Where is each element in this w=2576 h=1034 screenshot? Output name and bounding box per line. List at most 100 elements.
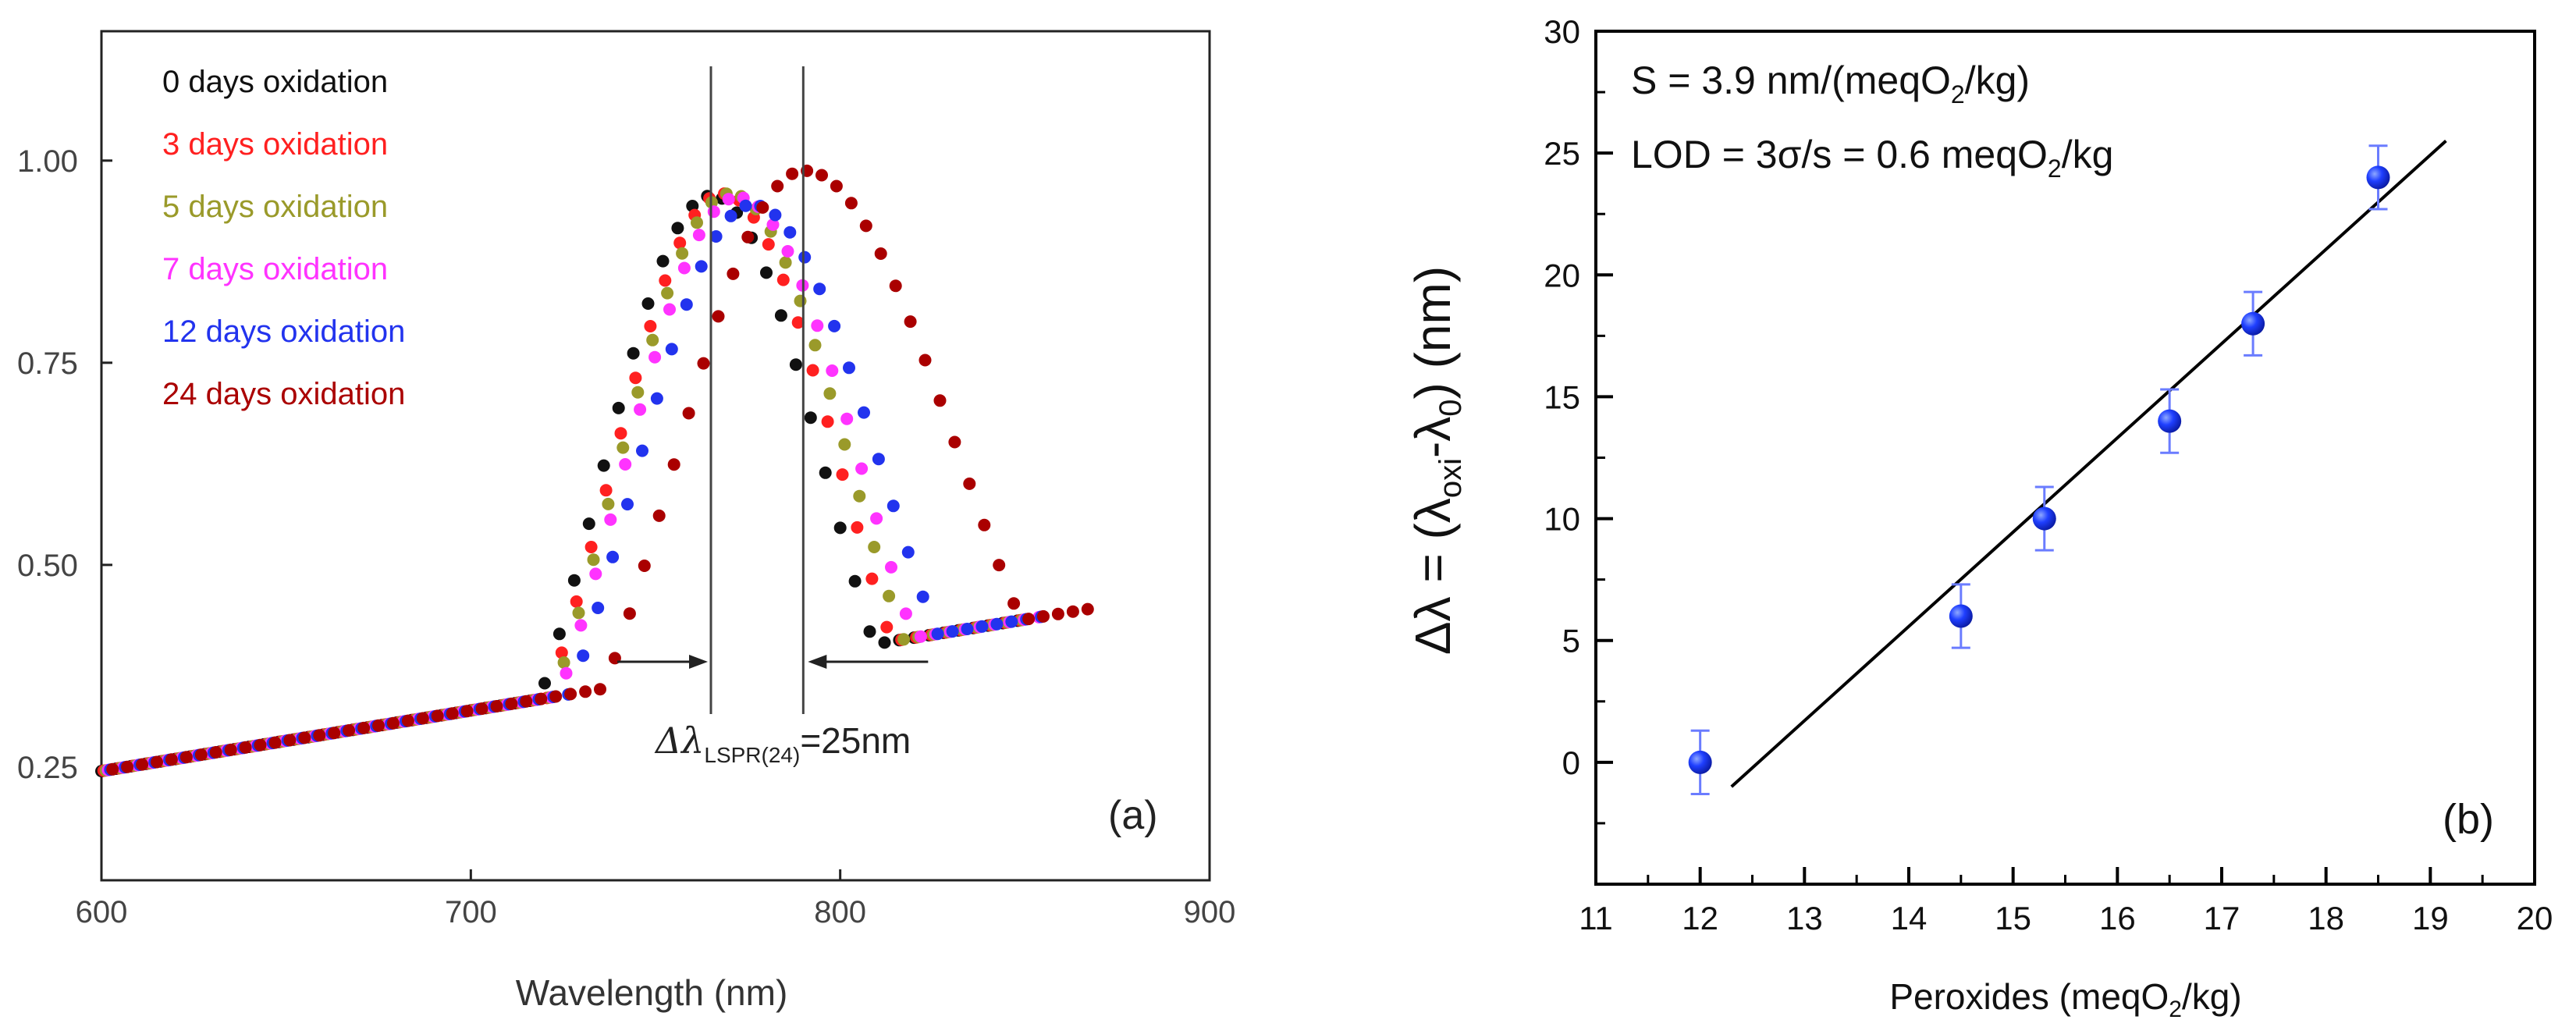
spectrum-point	[855, 462, 869, 475]
spectrum-point	[538, 677, 551, 690]
spectrum-point	[671, 222, 684, 235]
x-tick-label: 19	[2412, 900, 2449, 936]
spectrum-point	[520, 695, 533, 708]
x-tick-label: 600	[76, 895, 128, 929]
spectrum-point	[697, 357, 710, 370]
spectrum-point	[574, 619, 588, 632]
spectrum-point	[638, 560, 651, 572]
spectrum-point	[828, 319, 841, 332]
spectrum-point	[808, 339, 822, 352]
spectrum-point	[779, 256, 792, 269]
spectrum-point	[794, 294, 807, 307]
spectrum-point	[948, 435, 961, 449]
x-tick-label: 11	[1579, 900, 1613, 936]
spectrum-point	[629, 371, 642, 385]
spectrum-point	[641, 297, 655, 310]
spectrum-point	[899, 607, 912, 620]
spectrum-point	[659, 274, 672, 287]
spectrum-point	[401, 714, 414, 727]
y-tick-label: 0	[1562, 744, 1580, 781]
panel-a-frame	[100, 30, 1211, 882]
y-tick-label: 10	[1544, 501, 1580, 538]
spectrum-point	[762, 238, 775, 251]
spectrum-point	[946, 625, 959, 638]
x-tick-label: 12	[1682, 900, 1718, 936]
spectrum-point	[572, 606, 585, 620]
spectrum-point	[676, 247, 689, 260]
spectrum-point	[833, 521, 847, 535]
spectrum-point	[844, 197, 858, 210]
spectrum-point	[885, 560, 897, 574]
spectrum-point	[826, 364, 839, 377]
spectrum-point	[878, 636, 891, 649]
spectrum-point	[918, 354, 932, 367]
xlabel-part-main: Peroxides (meqO	[1889, 976, 2169, 1017]
spectrum-point	[897, 633, 911, 646]
spectrum-point	[549, 690, 563, 703]
spectrum-point	[691, 216, 703, 229]
spectrum-point	[838, 438, 851, 451]
spectrum-point	[781, 245, 794, 258]
spectrum-point	[597, 459, 610, 472]
spectrum-point	[602, 497, 615, 510]
spectrum-point	[416, 712, 429, 725]
sensitivity-label: S = 3.9 nm/(meqO2/kg)	[1631, 59, 2030, 108]
spectrum-point	[490, 700, 503, 712]
spectrum-point	[709, 230, 723, 243]
spectrum-point	[165, 753, 178, 766]
spectrum-point	[821, 415, 834, 428]
spectrum-point	[577, 649, 590, 663]
spectrum-point	[870, 512, 883, 525]
x-tick-label: 20	[2517, 900, 2553, 936]
spectrum-point	[564, 688, 577, 701]
spectrum-point	[774, 309, 787, 322]
spectrum-point	[978, 518, 991, 531]
xlabel-subscript: 2	[2169, 997, 2182, 1022]
spectrum-point	[874, 247, 887, 260]
spectrum-point	[682, 407, 695, 420]
legend-entry: 0 days oxidation	[162, 65, 388, 99]
spectrum-point	[914, 630, 927, 643]
spectrum-point	[863, 625, 876, 638]
spectrum-point	[727, 267, 740, 280]
spectrum-point	[614, 427, 627, 440]
y-tick-label: 1.00	[17, 144, 78, 179]
spectrum-point	[811, 319, 824, 332]
spectrum-point	[553, 627, 566, 641]
spectrum-point	[712, 310, 725, 323]
panel-a-shift-annotation: ΔλLSPR(24)=25nm	[617, 66, 929, 767]
sensitivity-text: S = 3.9 nm/(meqO	[1631, 59, 1951, 102]
x-tick-label: 15	[1995, 900, 2031, 936]
spectrum-point	[567, 574, 581, 587]
spectrum-point	[431, 709, 444, 723]
spectrum-point	[848, 574, 862, 588]
spectrum-point	[830, 179, 843, 193]
spectrum-point	[886, 499, 900, 513]
lod-text: LOD = 3σ/s = 0.6 meqO	[1631, 133, 2048, 176]
spectrum-point	[648, 350, 662, 364]
y-tick-label: 5	[1562, 623, 1580, 659]
linear-fit-line	[1730, 140, 2447, 788]
spectrum-point	[724, 209, 737, 222]
spectrum-point	[179, 751, 193, 764]
spectrum-point	[386, 716, 400, 730]
spectrum-point	[840, 412, 854, 425]
spectrum-point	[460, 705, 474, 718]
spectrum-point	[570, 595, 583, 608]
spectrum-point	[963, 477, 976, 490]
spectrum-point	[650, 392, 663, 405]
spectrum-point	[858, 406, 870, 419]
spectrum-point	[582, 517, 595, 531]
spectrum-point	[823, 387, 837, 400]
spectrum-point	[328, 727, 341, 740]
spectrum-point	[224, 743, 237, 756]
calibration-point	[2366, 165, 2390, 190]
left-arrow-head	[689, 655, 708, 669]
spectrum-point	[901, 545, 915, 559]
spectrum-point	[283, 734, 297, 747]
y-tick-label: 30	[1544, 13, 1580, 50]
y-tick-label: 25	[1544, 135, 1580, 172]
spectrum-point	[136, 758, 149, 771]
spectrum-point	[766, 218, 780, 231]
spectrum-point	[661, 286, 674, 300]
